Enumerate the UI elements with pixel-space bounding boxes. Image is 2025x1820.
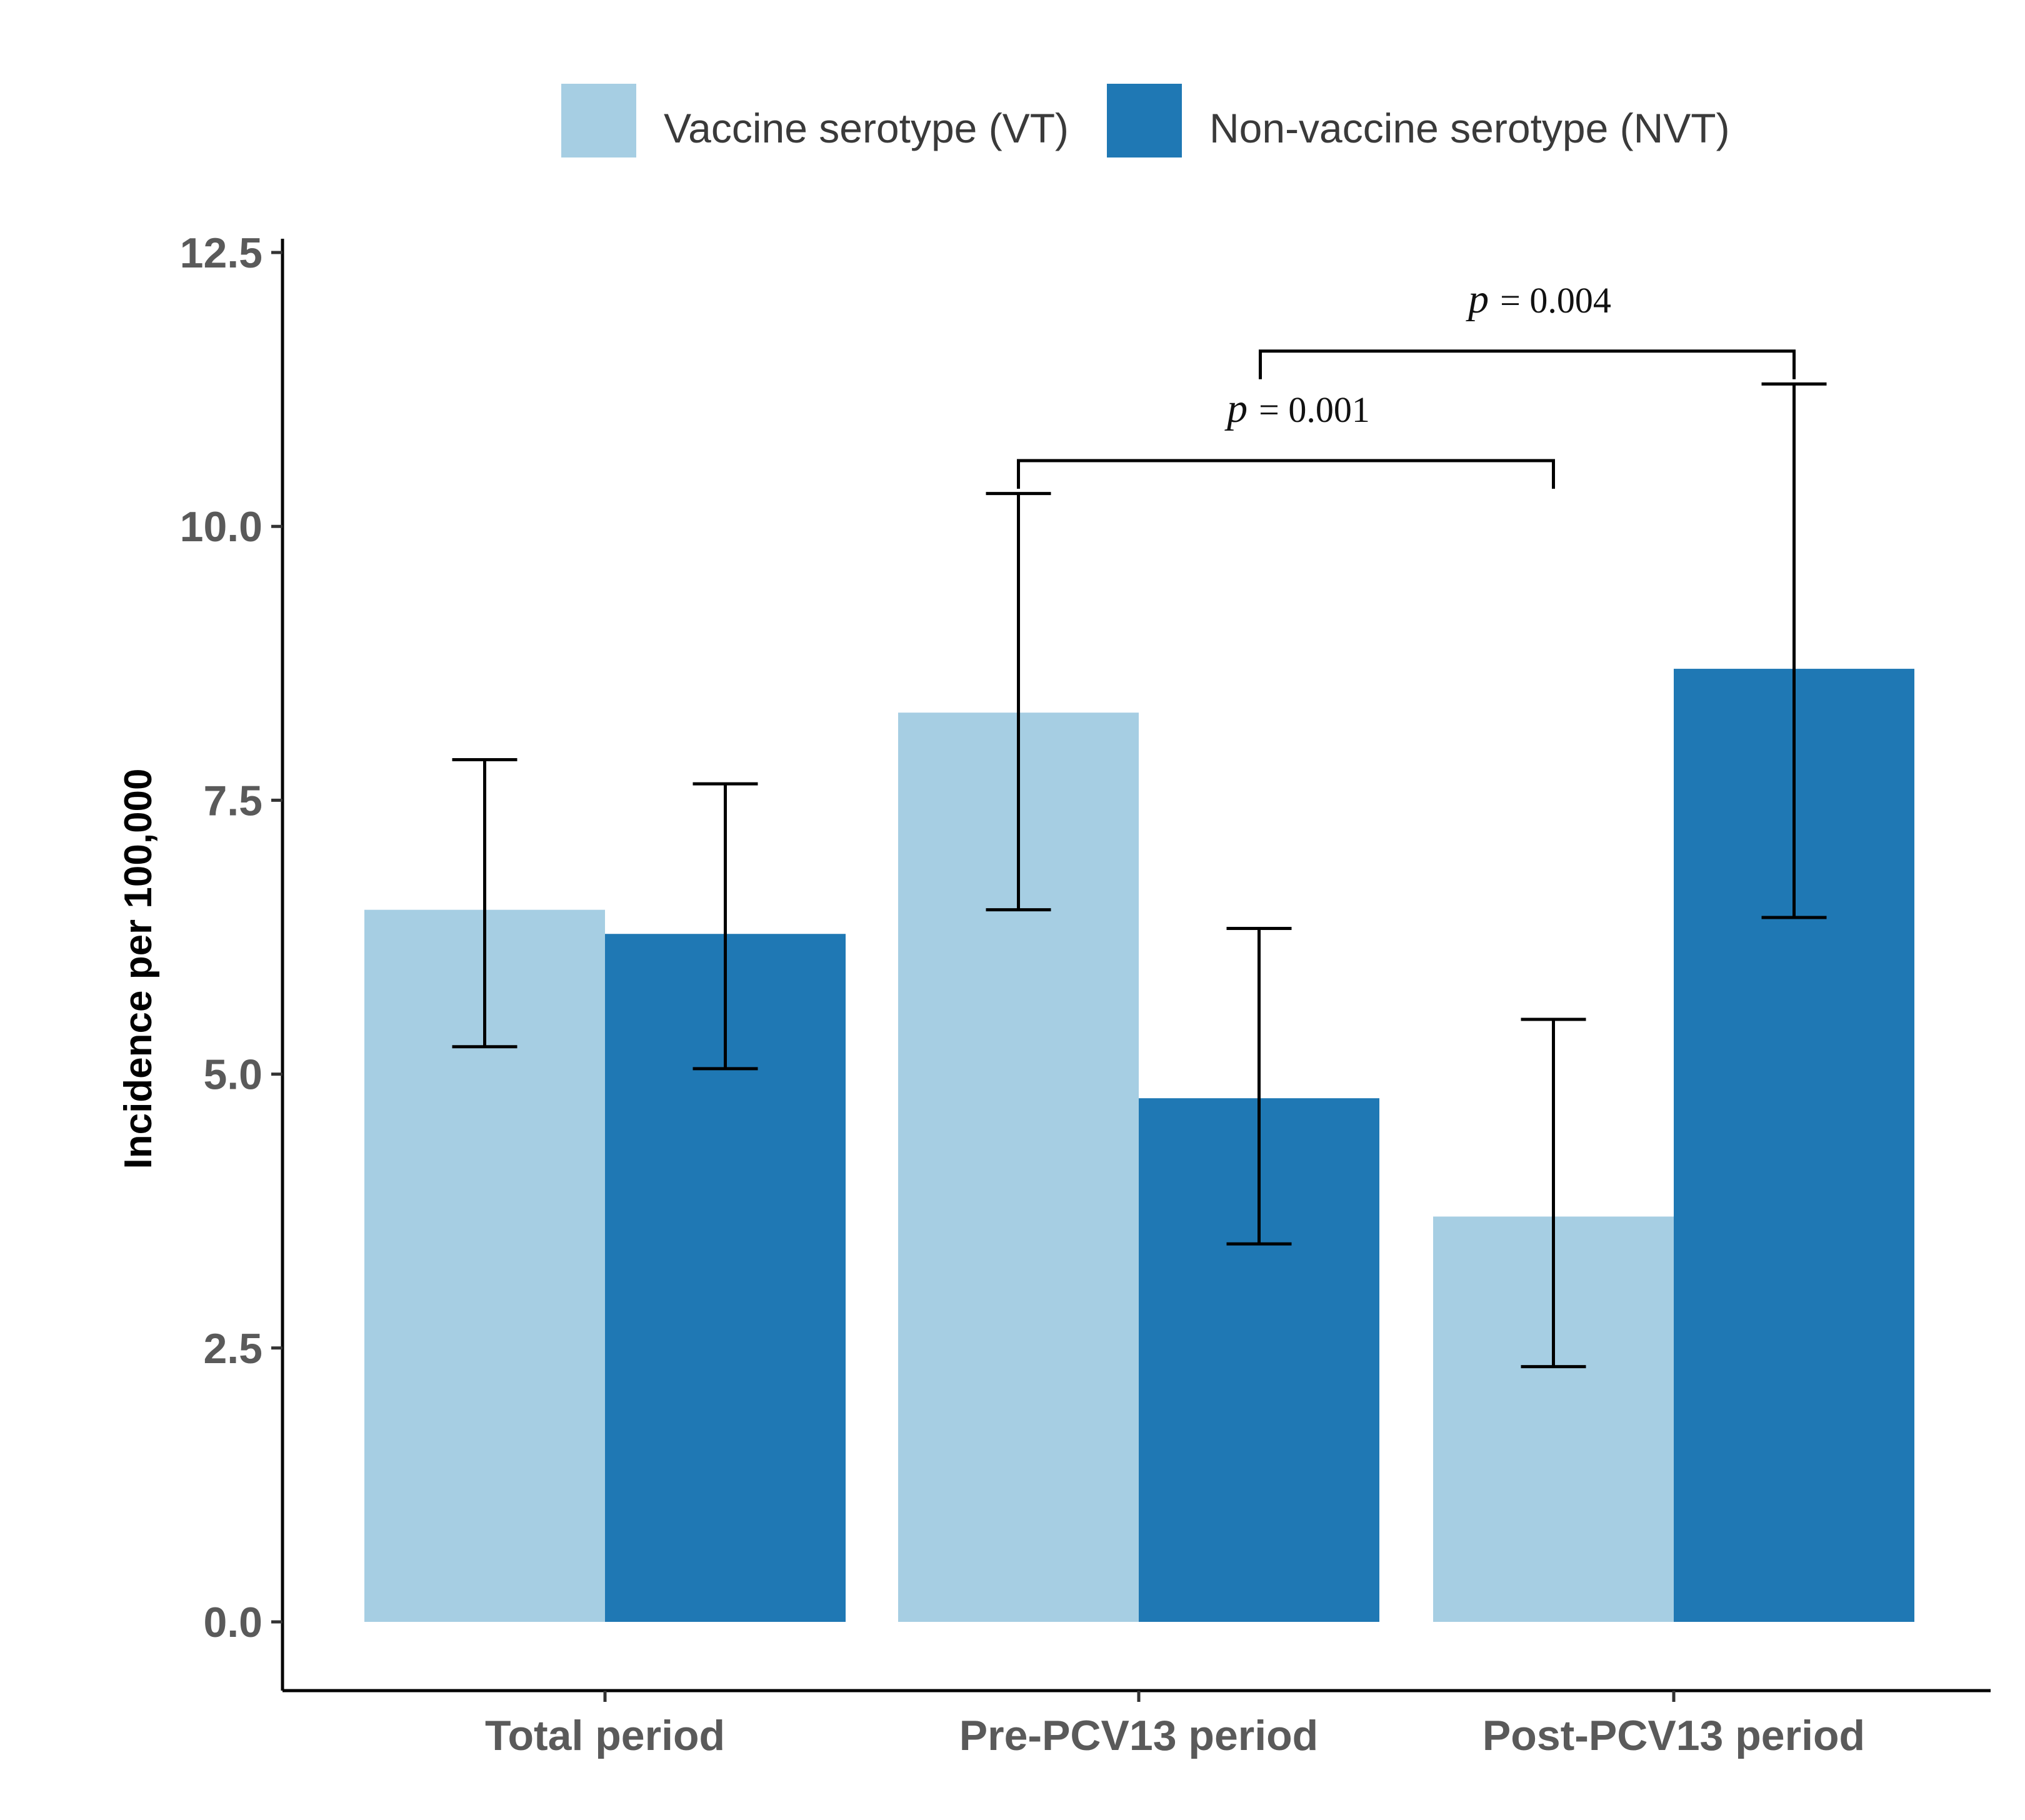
significance-bracket-2: p = 0.004 — [1259, 276, 1796, 379]
significance-brackets: p = 0.001 p = 0.004 — [1017, 276, 1796, 489]
p-symbol: p — [1466, 276, 1489, 322]
bars — [364, 669, 1914, 1622]
p-symbol: p — [1224, 386, 1248, 431]
legend-label: Vaccine serotype (VT) — [664, 105, 1069, 151]
y-tick-label: 7.5 — [203, 777, 262, 824]
y-tick-label: 2.5 — [203, 1325, 262, 1372]
bracket-line — [1259, 349, 1796, 379]
error-bar-vt-2 — [986, 492, 1051, 912]
legend-swatch — [1107, 84, 1182, 158]
y-tick-label: 12.5 — [180, 229, 262, 277]
error-bar-vt-1 — [452, 758, 518, 1049]
legend-label: Non-vaccine serotype (NVT) — [1209, 105, 1730, 151]
error-bar-nvt-3 — [1761, 382, 1827, 919]
p-value-label: p = 0.004 — [1466, 276, 1611, 322]
p-value: = 0.004 — [1500, 280, 1611, 321]
p-value-label: p = 0.001 — [1224, 386, 1370, 431]
legend: Vaccine serotype (VT) Non-vaccine serotyp… — [561, 84, 1730, 158]
error-bar-nvt-2 — [1226, 926, 1292, 1246]
y-axis-label: Incidence per 100,000 — [117, 768, 160, 1169]
error-bar-nvt-1 — [692, 782, 758, 1071]
x-tick-label: Total period — [485, 1712, 725, 1759]
y-tick-label: 10.0 — [180, 503, 262, 551]
error-bars — [452, 382, 1827, 1369]
error-bar-vt-3 — [1521, 1018, 1586, 1369]
p-value: = 0.001 — [1259, 389, 1370, 430]
axes: 0.0 2.5 5.0 7.5 10.0 12.5 Total period Pre-PCV1… — [180, 229, 1991, 1759]
x-tick-label: Pre-PCV13 period — [959, 1712, 1318, 1759]
x-tick-label: Post-PCV13 period — [1482, 1712, 1865, 1759]
significance-bracket-1: p = 0.001 — [1017, 386, 1555, 489]
bracket-line — [1017, 459, 1555, 489]
y-tick-label: 5.0 — [203, 1051, 262, 1099]
legend-item-nvt: Non-vaccine serotype (NVT) — [1107, 84, 1730, 158]
legend-item-vt: Vaccine serotype (VT) — [561, 84, 1069, 158]
y-tick-label: 0.0 — [203, 1599, 262, 1646]
legend-swatch — [561, 84, 636, 158]
